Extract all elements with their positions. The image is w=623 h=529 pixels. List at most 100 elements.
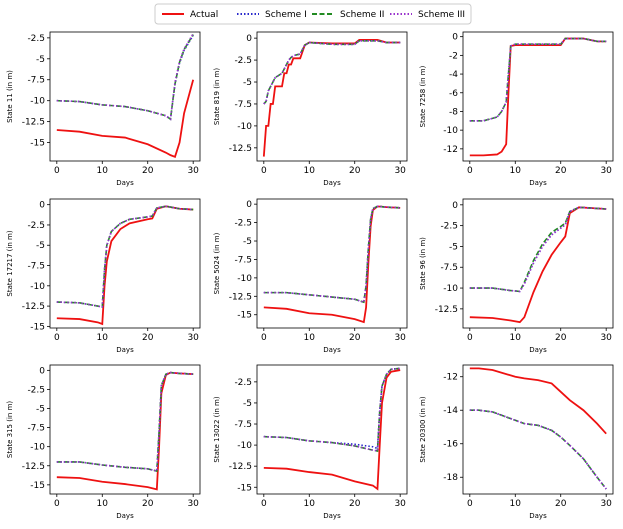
series-line: [263, 369, 401, 491]
series-line: [469, 409, 607, 490]
x-tick-label: 0: [467, 333, 473, 343]
series-line: [469, 409, 607, 490]
y-tick-label: -16: [443, 440, 458, 450]
subplot: -12 -14 -16 -18 0 10 20 30 Days State 20300 (in m…: [419, 364, 614, 520]
subplot: 0 -2.5 -5 -7.5 -10 -12.5 -15 0 10 20 30 Days State 5…: [213, 198, 408, 354]
x-tick-label: 30: [600, 499, 612, 509]
x-tick-label: 20: [555, 333, 567, 343]
y-axis-label: State 96 (in m): [419, 237, 427, 290]
y-tick-label: -12.5: [229, 144, 252, 154]
x-tick-label: 20: [142, 166, 154, 176]
series-line: [469, 37, 607, 122]
series-line: [469, 206, 607, 324]
y-tick-label: -2.5: [440, 222, 458, 232]
series-line: [56, 205, 194, 308]
y-tick-label: -12.5: [22, 462, 45, 472]
y-tick-label: -12: [443, 373, 458, 383]
y-tick-label: -5: [36, 241, 45, 251]
plot-frame: [49, 198, 201, 329]
subplot: 0 -2.5 -5 -7.5 -10 -12.5 0 10 20 30 Days State 96 (…: [419, 198, 614, 354]
plot-frame: [256, 364, 408, 495]
y-tick-label: -18: [443, 473, 458, 483]
y-tick-label: -7.5: [234, 255, 252, 265]
y-tick-label: -7.5: [234, 100, 252, 110]
y-axis-label: State 13022 (in m): [213, 396, 221, 462]
series-line: [263, 205, 401, 304]
x-axis-label: Days: [323, 179, 341, 187]
y-tick-label: -10: [30, 443, 45, 453]
x-tick-label: 0: [54, 499, 60, 509]
series-line: [263, 39, 401, 105]
y-tick-label: -10: [443, 284, 458, 294]
x-tick-label: 0: [54, 333, 60, 343]
x-tick-label: 10: [97, 499, 109, 509]
series-line: [56, 371, 194, 473]
series-line: [263, 205, 401, 304]
y-tick-label: -2.5: [27, 385, 45, 395]
x-tick-label: 10: [510, 499, 522, 509]
y-tick-label: -15: [30, 322, 45, 332]
y-tick-label: -2.5: [234, 56, 252, 66]
y-tick-label: -5: [243, 78, 252, 88]
y-tick-label: -5: [36, 55, 45, 65]
x-tick-label: 20: [349, 166, 361, 176]
x-tick-label: 30: [394, 166, 406, 176]
plot-frame: [256, 31, 408, 162]
x-axis-label: Days: [529, 179, 547, 187]
x-tick-label: 20: [142, 333, 154, 343]
x-axis-label: Days: [529, 512, 547, 520]
series-line: [262, 39, 401, 157]
subplot: -2.5 -5 -7.5 -10 -12.5 -15 0 10 20 30 Days State 13…: [213, 364, 408, 520]
y-tick-label: -10: [30, 282, 45, 292]
y-tick-label: -4: [449, 70, 458, 80]
x-tick-label: 30: [600, 166, 612, 176]
subplot: 0 -2 -4 -6 -8 -10 -12 0 10 20 30 Days State 7258 (in…: [419, 31, 614, 187]
y-axis-label: State 7258 (in m): [419, 65, 427, 127]
x-tick-label: 10: [304, 499, 316, 509]
y-tick-label: -5: [36, 405, 45, 415]
x-axis-label: Days: [323, 346, 341, 354]
x-tick-label: 20: [349, 499, 361, 509]
plot-frame: [256, 198, 408, 329]
y-tick-label: -15: [30, 481, 45, 491]
x-axis-label: Days: [529, 346, 547, 354]
series-line: [469, 367, 607, 435]
legend-label: Actual: [190, 10, 218, 20]
y-tick-label: 0: [246, 34, 252, 44]
plot-frame: [49, 364, 201, 495]
y-tick-label: -5: [449, 242, 458, 252]
y-tick-label: -10: [237, 274, 252, 284]
y-tick-label: 0: [452, 201, 458, 211]
series-line: [263, 205, 401, 324]
series-line: [56, 371, 194, 473]
y-tick-label: 0: [39, 201, 45, 211]
series-line: [469, 37, 607, 122]
x-tick-label: 30: [187, 499, 199, 509]
x-tick-label: 30: [394, 333, 406, 343]
y-tick-label: -5: [243, 237, 252, 247]
y-tick-label: -7.5: [27, 76, 45, 86]
legend-label: Scheme II: [340, 10, 384, 20]
x-tick-label: 20: [349, 333, 361, 343]
x-tick-label: 10: [304, 333, 316, 343]
x-tick-label: 0: [467, 166, 473, 176]
x-tick-label: 10: [510, 166, 522, 176]
x-tick-label: 30: [187, 333, 199, 343]
x-tick-label: 30: [394, 499, 406, 509]
y-axis-label: State 20300 (in m): [419, 396, 427, 462]
x-tick-label: 0: [467, 499, 473, 509]
series-line: [469, 37, 607, 122]
subplot: 0 -2.5 -5 -7.5 -10 -12.5 0 10 20 30 Days State 819 …: [213, 31, 408, 187]
y-tick-label: -12.5: [22, 118, 45, 128]
y-tick-label: -7.5: [234, 420, 252, 430]
x-tick-label: 20: [555, 499, 567, 509]
y-tick-label: 0: [246, 200, 252, 210]
series-line: [56, 371, 194, 473]
plot-frame: [49, 31, 201, 162]
y-tick-label: -5: [243, 399, 252, 409]
y-tick-label: -2: [449, 51, 458, 61]
x-tick-label: 20: [142, 499, 154, 509]
y-tick-label: -12.5: [229, 292, 252, 302]
y-tick-label: -12.5: [435, 305, 458, 315]
